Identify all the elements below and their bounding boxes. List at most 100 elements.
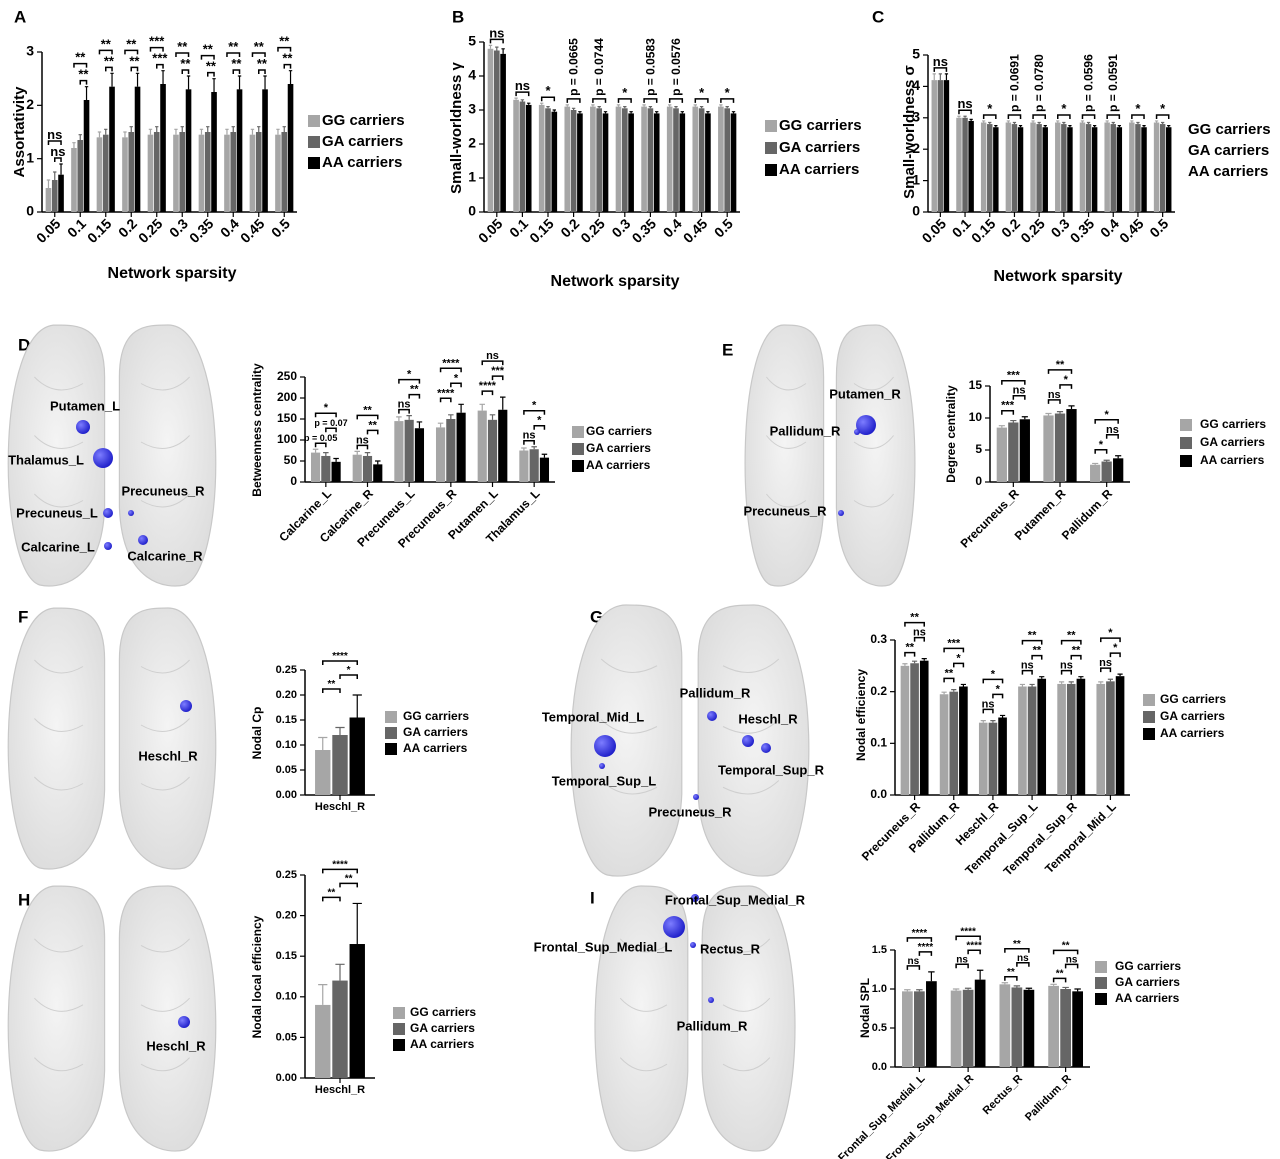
y-tick-label: 0: [975, 474, 982, 488]
significance-label: p = 0.0591: [1106, 54, 1120, 112]
x-axis-label: Network sparsity: [994, 268, 1123, 285]
brain-sulcus: [722, 658, 780, 673]
bar: [230, 132, 237, 212]
significance-bracket: [1052, 949, 1079, 955]
error-bar: [719, 104, 723, 107]
significance-label: *: [324, 402, 329, 414]
x-tick-label: 0.45: [237, 215, 268, 246]
error-bar: [1039, 676, 1045, 679]
significance-bracket: [398, 378, 421, 384]
y-tick-label: 0: [290, 474, 297, 488]
significance-label: *: [725, 85, 731, 100]
error-bar: [288, 70, 293, 84]
y-tick-label: 0: [26, 203, 34, 219]
bar: [978, 722, 988, 795]
significance-label: **: [231, 56, 242, 71]
brain-sulcus: [34, 659, 84, 674]
significance-bracket: [1047, 399, 1061, 404]
error-bar: [1021, 416, 1028, 420]
region-label: Precuneus_L: [16, 505, 98, 520]
error-bar: [1037, 121, 1041, 125]
y-axis-label: Nodal SPL: [858, 978, 872, 1038]
bar: [1115, 676, 1125, 795]
bar: [281, 132, 288, 212]
significance-bracket: [226, 52, 241, 57]
y-axis-label: Assortativity: [11, 86, 28, 178]
region-label: Heschl_R: [146, 1038, 206, 1053]
bar: [255, 132, 262, 212]
significance-label: p = 0.0583: [643, 38, 657, 96]
error-bar: [237, 75, 242, 90]
y-tick-label: 0.3: [870, 632, 887, 646]
y-tick-label: 200: [277, 390, 297, 404]
y-tick-label: 1: [26, 149, 34, 165]
x-tick-label: 0.5: [268, 215, 293, 240]
error-bar: [364, 452, 371, 456]
legend-swatch: [1143, 694, 1155, 706]
error-bar: [78, 134, 82, 140]
legend-swatch: [385, 727, 397, 739]
legend-label: AA carriers: [322, 154, 402, 171]
x-tick-label: Heschl_R: [315, 1084, 365, 1096]
brain-node: [180, 700, 192, 712]
error-bar: [1078, 676, 1084, 679]
error-bar: [932, 73, 936, 81]
error-bar: [148, 128, 153, 135]
significance-label: ns: [47, 127, 62, 142]
error-bar: [1018, 125, 1023, 128]
x-tick-label: 0.05: [919, 215, 950, 246]
significance-bracket: [617, 98, 632, 103]
legend-label: AA carriers: [1200, 453, 1265, 467]
brain-hemisphere: [594, 885, 689, 1152]
significance-label: **: [945, 667, 954, 679]
brain-sulcus: [140, 776, 190, 791]
bar: [45, 188, 52, 212]
significance-bracket: [566, 98, 581, 103]
error-bar: [282, 126, 286, 132]
bar: [102, 134, 109, 212]
bar: [332, 980, 348, 1078]
region-label: Frontal_Sup_Medial_L: [534, 939, 673, 954]
error-bar: [1105, 120, 1109, 123]
y-axis-label: Degree centrality: [944, 385, 958, 483]
significance-label: ns: [908, 956, 920, 967]
x-tick-label: Temporal_Mid_L: [1042, 799, 1119, 876]
significance-label: ns: [523, 430, 536, 442]
brain-sulcus: [722, 1057, 771, 1072]
brain-sulcus: [766, 376, 807, 391]
significance-label: *: [532, 400, 537, 412]
bar: [1061, 124, 1067, 212]
significance-label: *: [537, 415, 542, 427]
significance-bracket: [356, 414, 379, 420]
y-axis-label: Small-worldness σ: [901, 65, 918, 199]
significance-bracket: [943, 647, 965, 653]
significance-label: ns: [982, 698, 995, 710]
bar: [902, 991, 913, 1067]
legend-swatch: [308, 136, 320, 148]
error-bar: [514, 97, 518, 100]
bar: [673, 108, 679, 212]
bar: [352, 454, 362, 482]
error-bar: [186, 75, 191, 90]
error-bar: [521, 447, 527, 451]
error-bar: [951, 689, 957, 692]
significance-bracket: [124, 49, 139, 55]
legend-swatch: [1095, 977, 1107, 989]
significance-label: *: [1108, 627, 1113, 639]
significance-bracket: [515, 91, 530, 97]
significance-bracket: [992, 693, 1004, 699]
y-tick-label: 2: [912, 140, 920, 156]
brain-node: [856, 415, 876, 435]
y-tick-label: 15: [969, 378, 983, 392]
error-bar: [1025, 987, 1033, 990]
region-label: Frontal_Sup_Medial_R: [665, 892, 806, 907]
error-bar: [1012, 121, 1017, 125]
legend-swatch: [1095, 993, 1107, 1005]
bar: [538, 104, 545, 212]
bar: [315, 1004, 331, 1078]
brain-node: [93, 448, 113, 468]
brain-sulcus: [34, 718, 84, 732]
error-bar: [693, 104, 697, 107]
x-tick-label: 0.25: [1017, 215, 1048, 246]
error-bar: [46, 179, 51, 188]
